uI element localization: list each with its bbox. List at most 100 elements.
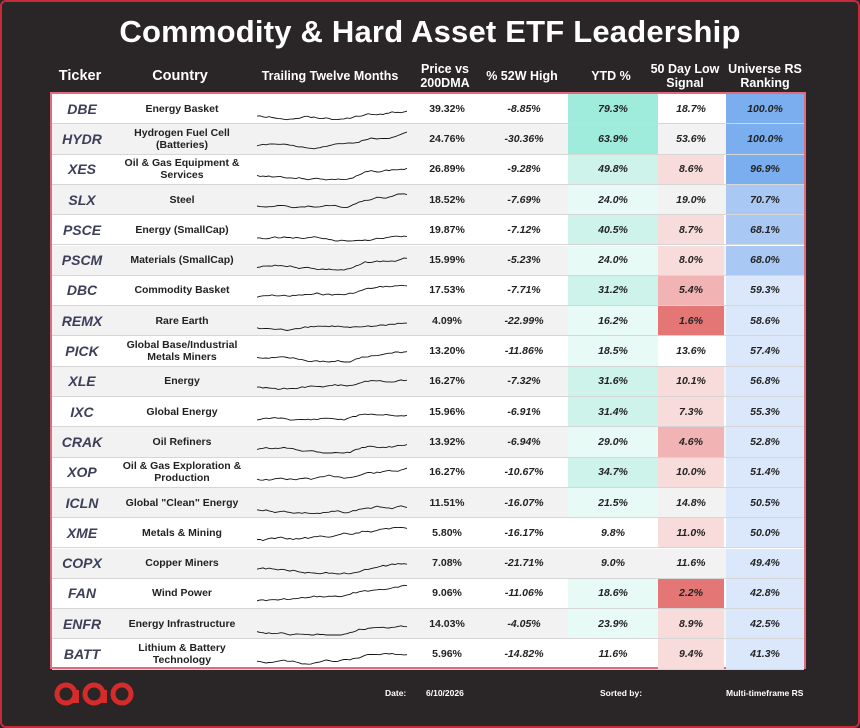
ytd-cell: 18.6% [568, 578, 658, 609]
fifty-day-low-cell: 1.6% [658, 306, 724, 336]
ticker-cell: ICLN [65, 494, 99, 511]
ytd-cell: 49.8% [568, 154, 658, 184]
fifty-day-low-cell: 11.6% [676, 557, 706, 570]
table-row: XLE Energy 16.27% -7.32% 31.6% 10.1% 56.8% [52, 366, 804, 397]
footer-sorted-label: Sorted by: [600, 688, 643, 698]
table-row: PICK Global Base/Industrial Metals Miners… [52, 336, 804, 367]
table-row: PSCM Materials (SmallCap) 15.99% -5.23% 24.0… [52, 245, 804, 276]
sparkline [252, 427, 412, 456]
table-row: DBC Commodity Basket 17.53% -7.71% 31.2% 5.4%… [52, 275, 804, 307]
sparkline-chart [257, 444, 407, 454]
ytd-cell: 31.6% [568, 366, 658, 396]
ticker-cell: HYDR [62, 130, 102, 147]
ticker-cell: PSCM [61, 252, 103, 269]
sparkline-chart [257, 110, 407, 120]
ticker-cell: DBE [67, 100, 97, 117]
rs-ranking-cell: 55.3% [726, 397, 804, 427]
rs-ranking-cell: 41.3% [726, 639, 804, 669]
price-vs-200dma-cell: 5.80% [432, 526, 462, 539]
ticker-cell: ENFR [62, 615, 102, 632]
sparkline [252, 155, 412, 184]
pct-52w-high-cell: -30.36% [504, 132, 544, 145]
rs-ranking-cell: 49.4% [726, 548, 804, 578]
ytd-cell: 24.0% [568, 184, 658, 215]
rs-ranking-cell: 70.7% [726, 184, 804, 215]
ticker-cell: XOP [67, 464, 97, 481]
country-cell: Oil Refiners [152, 435, 212, 448]
sparkline-chart [257, 351, 407, 363]
sparkline-chart [257, 285, 407, 299]
footer-date-label: Date: [385, 688, 407, 698]
price-vs-200dma-cell: 7.08% [432, 557, 462, 570]
sparkline [252, 276, 412, 305]
pct-52w-high-cell: -7.71% [507, 284, 541, 297]
rs-ranking-cell: 68.0% [726, 245, 804, 275]
rs-ranking-cell: 96.9% [726, 154, 804, 184]
ticker-cell: FAN [68, 585, 96, 602]
fifty-day-low-cell: 8.7% [658, 215, 724, 245]
price-vs-200dma-cell: 11.51% [429, 496, 465, 509]
price-vs-200dma-cell: 13.92% [429, 435, 465, 448]
country-cell: Metals & Mining [142, 526, 222, 539]
fifty-day-low-cell: 4.6% [658, 427, 724, 457]
pct-52w-high-cell: -4.05% [507, 617, 541, 630]
sparkline-chart [257, 379, 407, 391]
table-row: HYDR Hydrogen Fuel Cell (Batteries) 24.76%… [52, 124, 804, 155]
country-cell: Lithium & Battery Technology [138, 642, 226, 667]
fifty-day-low-cell: 53.6% [676, 132, 706, 145]
table-row: XES Oil & Gas Equipment & Services 26.89% -… [52, 154, 804, 185]
fifty-day-low-cell: 5.4% [658, 275, 724, 306]
sparkline [252, 306, 412, 335]
price-vs-200dma-cell: 18.52% [429, 193, 465, 206]
price-vs-200dma-cell: 5.96% [432, 648, 462, 661]
country-cell: Hydrogen Fuel Cell (Batteries) [134, 126, 230, 151]
country-cell: Materials (SmallCap) [130, 254, 234, 267]
table-row: XME Metals & Mining 5.80% -16.17% 9.8% 11.0% 5… [52, 518, 804, 549]
price-vs-200dma-cell: 13.20% [429, 345, 465, 358]
rs-ranking-cell: 51.4% [726, 457, 804, 487]
pct-52w-high-cell: -6.94% [507, 435, 541, 448]
ticker-cell: PICK [65, 343, 99, 360]
country-cell: Energy Infrastructure [128, 617, 236, 630]
ytd-cell: 29.0% [568, 427, 658, 457]
rs-ranking-cell: 59.3% [726, 275, 804, 306]
sparkline [252, 609, 412, 638]
rs-ranking-cell: 50.0% [726, 518, 804, 548]
pct-52w-high-cell: -7.32% [507, 375, 541, 388]
country-cell: Energy Basket [145, 102, 219, 115]
ytd-cell: 21.5% [568, 487, 658, 518]
price-vs-200dma-cell: 15.96% [429, 405, 465, 418]
footer-date-value: 6/10/2026 [426, 688, 464, 698]
page-title: Commodity & Hard Asset ETF Leadership [119, 14, 741, 49]
fifty-day-low-cell: 9.4% [658, 639, 724, 669]
rs-ranking-cell: 42.8% [726, 578, 804, 609]
pct-52w-high-cell: -16.17% [504, 526, 544, 539]
pct-52w-high-cell: -11.06% [504, 587, 544, 600]
table-row: ICLN Global "Clean" Energy 11.51% -16.07% 21… [52, 487, 804, 519]
price-vs-200dma-cell: 39.32% [429, 102, 465, 115]
sparkline [252, 458, 412, 487]
ytd-cell: 16.2% [568, 306, 658, 336]
price-vs-200dma-cell: 19.87% [429, 223, 465, 236]
table-row: PSCE Energy (SmallCap) 19.87% -7.12% 40.5% 8.… [52, 215, 804, 246]
header-ttm: Trailing Twelve Months [261, 69, 399, 83]
sparkline [252, 124, 412, 153]
fifty-day-low-cell: 10.0% [658, 457, 724, 487]
ytd-cell: 11.6% [598, 648, 628, 661]
rs-ranking-cell: 42.5% [726, 609, 804, 639]
price-vs-200dma-cell: 4.09% [432, 314, 462, 327]
sparkline-chart [257, 526, 407, 541]
pct-52w-high-cell: -6.91% [507, 405, 541, 418]
sparkline-chart [257, 413, 407, 421]
pct-52w-high-cell: -22.99% [504, 314, 544, 327]
country-cell: Steel [169, 193, 195, 206]
header-price: Price vs 200DMA [420, 62, 470, 90]
country-cell: Oil & Gas Equipment & Services [124, 157, 240, 182]
price-vs-200dma-cell: 16.27% [429, 375, 465, 388]
header-52w-high: % 52W High [486, 69, 558, 83]
ytd-cell: 79.3% [568, 94, 658, 124]
rs-ranking-cell: 50.5% [726, 487, 804, 518]
price-vs-200dma-cell: 26.89% [429, 163, 465, 176]
table-row: DBE Energy Basket 39.32% -8.85% 79.3% 18.7% 10… [52, 94, 804, 125]
rs-ranking-cell: 56.8% [726, 366, 804, 396]
